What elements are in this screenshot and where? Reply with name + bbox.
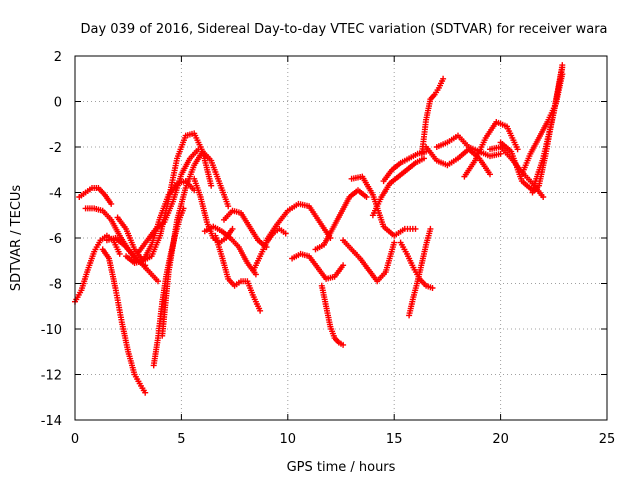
series-track-18 <box>318 282 347 348</box>
data-point-marker <box>208 182 215 189</box>
data-point-marker <box>340 262 347 269</box>
data-point-marker <box>497 150 504 157</box>
y-tick-label: -14 <box>41 414 62 429</box>
series-track-10 <box>159 148 232 339</box>
data-point-marker <box>282 230 289 237</box>
series-track-12 <box>201 223 259 278</box>
data-point-marker <box>116 250 123 257</box>
series-track-25 <box>406 225 434 319</box>
data-point-marker <box>340 341 347 348</box>
series-track-22 <box>369 155 427 219</box>
data-point-marker <box>514 146 521 153</box>
series-track-13 <box>212 232 264 314</box>
series-track-17 <box>289 250 347 282</box>
series-track-08 <box>135 146 202 255</box>
x-tick-label: 15 <box>386 432 403 447</box>
data-layer <box>72 62 566 396</box>
data-point-marker <box>252 271 259 278</box>
data-point-marker <box>412 225 419 232</box>
data-point-marker <box>195 146 202 153</box>
data-point-marker <box>440 75 447 82</box>
data-point-marker <box>391 239 398 246</box>
y-tick-label: -12 <box>41 369 62 384</box>
y-tick-label: 0 <box>54 96 62 111</box>
series-track-29 <box>461 119 521 180</box>
x-tick-label: 25 <box>599 432 616 447</box>
data-point-marker <box>540 194 547 200</box>
series-track-23 <box>380 148 430 185</box>
series-track-04 <box>99 246 149 396</box>
data-point-marker <box>229 225 236 232</box>
x-axis-label: GPS time / hours <box>287 460 396 475</box>
data-point-marker <box>559 64 566 71</box>
x-tick-label: 20 <box>492 432 509 447</box>
data-point-marker <box>427 225 434 232</box>
data-point-marker <box>257 307 264 314</box>
data-point-marker <box>429 285 436 291</box>
chart-title: Day 039 of 2016, Sidereal Day-to-day VTE… <box>80 22 607 37</box>
data-point-marker <box>225 203 232 210</box>
x-tick-label: 5 <box>177 432 185 447</box>
series-track-02 <box>76 185 115 207</box>
x-tick-label: 0 <box>71 432 79 447</box>
y-tick-label: 2 <box>54 50 62 65</box>
series-track-33 <box>529 64 566 196</box>
y-tick-label: -8 <box>49 278 62 293</box>
y-tick-label: -2 <box>49 141 62 156</box>
x-tick-label: 10 <box>280 432 297 447</box>
data-point-marker <box>487 171 493 178</box>
series-track-19 <box>312 187 370 253</box>
plot-frame <box>74 55 608 421</box>
y-axis-label: SDTVAR / TECUs <box>9 185 24 292</box>
series-track-20 <box>340 237 398 285</box>
data-point-marker <box>363 194 370 200</box>
data-point-marker <box>155 278 161 285</box>
series-track-26 <box>418 75 447 157</box>
y-tick-label: -10 <box>41 323 62 338</box>
y-tick-label: -6 <box>49 232 62 247</box>
data-point-marker <box>142 389 149 396</box>
series-track-21 <box>348 173 419 239</box>
y-tick-label: -4 <box>49 187 62 202</box>
data-point-marker <box>421 155 427 162</box>
series-track-27 <box>423 144 493 178</box>
series-track-28 <box>433 132 504 160</box>
data-point-marker <box>108 200 115 207</box>
